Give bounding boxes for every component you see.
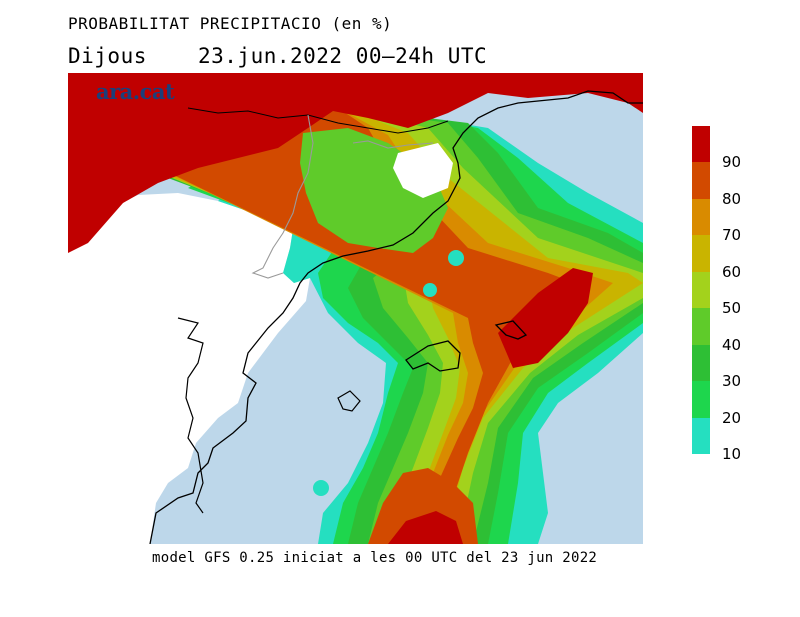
cyan-dot: [423, 283, 437, 297]
legend: 90 80 70 60 50 40 30 20 10: [692, 126, 741, 463]
prob-band-90-north: [68, 73, 643, 253]
cyan-dot: [313, 480, 329, 496]
legend-label: 40: [722, 335, 742, 354]
legend-label: 30: [722, 372, 742, 391]
dry-land-patch-catalonia: [393, 143, 453, 198]
precipitation-map: [68, 73, 643, 544]
coastline: [149, 90, 643, 544]
model-footer: model GFS 0.25 iniciat a les 00 UTC del …: [152, 550, 598, 566]
legend-swatch: [692, 126, 710, 163]
prob-band-80: [108, 98, 588, 544]
date-range-label: 23.jun.2022 00–24h UTC: [198, 44, 488, 68]
prob-band-40: [158, 113, 643, 544]
legend-swatch: [692, 198, 710, 236]
legend-swatch: [692, 162, 710, 200]
legend-label: 20: [722, 408, 742, 427]
dry-land-area: [68, 193, 310, 544]
prob-band-90-east: [498, 268, 593, 368]
coastline-inner: [177, 317, 204, 514]
legend-swatch: [692, 308, 710, 346]
legend-label: 90: [722, 153, 742, 172]
legend-label: 80: [722, 189, 742, 208]
legend-label: 50: [722, 299, 742, 318]
legend-swatch: [692, 344, 710, 382]
mallorca-island: [405, 340, 461, 372]
cyan-dot: [448, 250, 464, 266]
regional-border: [352, 140, 434, 149]
menorca-island: [494, 320, 528, 340]
ibiza-island: [337, 390, 361, 412]
legend-swatch: [692, 271, 710, 309]
legend-swatch: [692, 235, 710, 273]
map-subtitle: Dijous 23.jun.2022 00–24h UTC: [68, 44, 487, 68]
map-title: PROBABILITAT PRECIPITACIO (en %): [68, 14, 393, 33]
legend-swatch: [692, 381, 710, 419]
legend-label: 70: [722, 226, 742, 245]
legend-swatch: [692, 417, 710, 455]
prob-band-90-south-core: [388, 511, 463, 544]
prob-band-50: [148, 113, 643, 544]
regional-border: [251, 114, 314, 279]
day-label: Dijous: [68, 44, 147, 68]
legend-label: 10: [722, 445, 742, 463]
legend-label: 60: [722, 262, 742, 281]
aracat-logo: ara.cat: [96, 79, 175, 104]
border-line: [187, 107, 449, 134]
